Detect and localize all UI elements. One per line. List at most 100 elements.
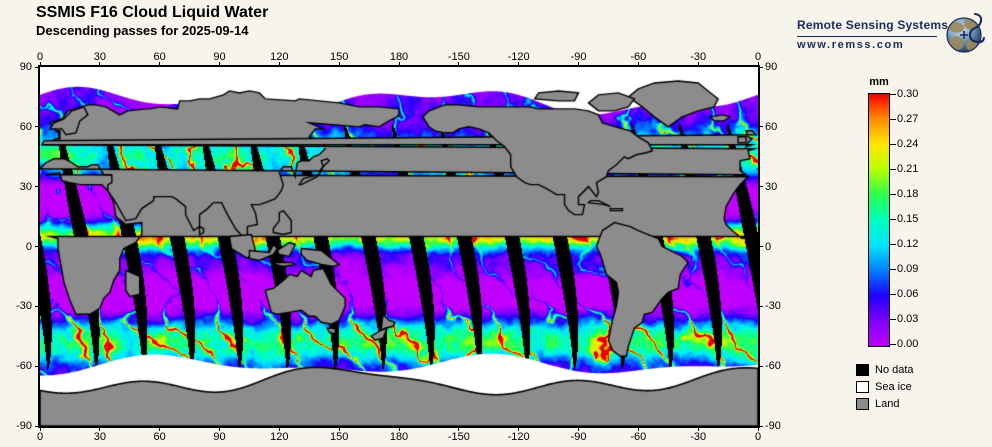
colorbar-tick-mark [890,144,896,145]
x-tick-mark [159,62,161,67]
x-tick-mark [398,62,400,67]
colorbar-tick-label: 0.03 [897,313,919,325]
x-tick-mark [458,426,460,431]
x-tick-mark [398,426,400,431]
y-tick-mark [35,66,40,68]
y-tick-mark [758,425,763,427]
y-tick-label: 0 [765,240,772,253]
y-tick-mark [35,425,40,427]
x-tick-mark [458,62,460,67]
x-tick-label: 90 [213,51,226,63]
rss-divider [797,36,937,37]
x-tick-label: 180 [389,431,409,443]
colorbar-tick-mark [890,319,896,320]
colorbar-tick-label: 0.21 [897,163,919,175]
x-tick-mark [219,62,220,67]
x-tick-mark [278,62,280,67]
legend-label: No data [875,363,914,376]
rss-logo[interactable]: Remote Sensing Systems www.remss.com [797,10,987,62]
x-tick-label: -30 [690,431,707,443]
legend-swatch [856,380,869,393]
y-tick-mark [758,305,763,307]
colorbar-tick-mark [890,169,896,170]
x-tick-mark [518,62,520,67]
x-tick-mark [637,426,639,431]
colorbar-tick-label: 0.15 [897,213,919,225]
y-tick-mark [758,186,763,188]
x-tick-label: -60 [630,431,647,443]
x-tick-label: 150 [329,431,349,443]
x-tick-label: -90 [570,431,587,443]
x-tick-label: 120 [270,431,289,443]
x-tick-label: 90 [213,431,226,443]
colorbar-gradient [869,94,889,346]
colorbar-tick-mark [890,344,896,345]
colorbar-tick-label: 0.12 [897,238,919,250]
x-tick-label: 0 [36,431,44,443]
colorbar-unit-label: mm [869,76,889,88]
x-tick-mark [578,426,579,431]
y-tick-label: -60 [16,360,32,373]
x-tick-label: -90 [570,51,587,63]
x-tick-label: -150 [447,431,470,443]
legend-item: No data [856,361,914,378]
legend-swatch [856,363,869,376]
rss-website-url: www.remss.com [797,39,905,51]
y-tick-label: -90 [16,420,32,432]
y-tick-label: -90 [765,420,781,432]
legend-item: Land [856,395,914,412]
colorbar-tick-mark [890,194,896,195]
colorbar-tick-mark [890,269,896,270]
y-tick-mark [758,246,763,247]
x-tick-label: 150 [329,51,349,63]
y-tick-mark [35,246,40,247]
y-tick-label: -30 [765,300,781,313]
y-tick-label: 90 [19,61,32,73]
colorbar-tick-label: 0.18 [897,188,919,200]
x-tick-mark [219,426,220,431]
x-tick-label: 0 [754,431,762,443]
colorbar-tick-mark [890,94,896,95]
x-tick-mark [39,62,41,67]
page-title: SSMIS F16 Cloud Liquid Water [36,4,269,21]
x-tick-mark [278,426,280,431]
x-tick-label: -120 [507,431,530,443]
y-tick-label: -30 [16,300,32,313]
x-tick-mark [757,62,759,67]
y-tick-label: 60 [765,120,778,133]
colorbar-tick-mark [890,294,896,295]
y-tick-label: 0 [25,240,32,253]
x-tick-mark [578,62,579,67]
y-tick-mark [758,126,763,128]
colorbar-tick-label: 0.27 [897,113,919,125]
x-tick-mark [697,426,699,431]
y-tick-label: 30 [765,180,778,193]
colorbar-tick-label: 0.09 [897,263,919,275]
y-tick-mark [35,305,40,307]
x-tick-label: 30 [93,431,106,443]
globe-icon [946,12,986,53]
x-tick-label: 120 [270,51,289,63]
colorbar-tick-label: 0.30 [897,88,919,100]
map-plot-area[interactable] [38,65,760,428]
x-tick-mark [697,62,699,67]
x-tick-mark [39,426,41,431]
x-tick-label: 60 [153,51,166,63]
colorbar-tick-mark [890,244,896,245]
legend-item: Sea ice [856,378,914,395]
x-tick-label: 30 [93,51,106,63]
colorbar[interactable] [868,93,890,347]
legend-label: Sea ice [875,380,912,393]
y-tick-label: 90 [765,61,778,73]
x-tick-mark [757,426,759,431]
map-legend: No data Sea ice Land [856,361,914,412]
x-tick-label: -30 [690,51,707,63]
colorbar-tick-label: 0.06 [897,288,919,300]
y-tick-mark [758,66,763,68]
x-tick-mark [637,62,639,67]
cloud-liquid-water-map [40,67,758,426]
colorbar-tick-mark [890,119,896,120]
x-tick-mark [338,62,340,67]
colorbar-tick-label: 0.24 [897,138,919,150]
y-tick-mark [35,186,40,188]
